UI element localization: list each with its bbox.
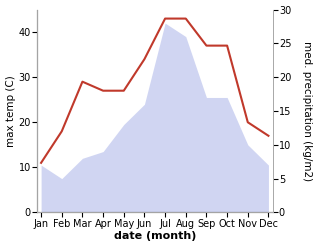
X-axis label: date (month): date (month)	[114, 231, 196, 242]
Y-axis label: max temp (C): max temp (C)	[5, 75, 16, 147]
Y-axis label: med. precipitation (kg/m2): med. precipitation (kg/m2)	[302, 41, 313, 181]
